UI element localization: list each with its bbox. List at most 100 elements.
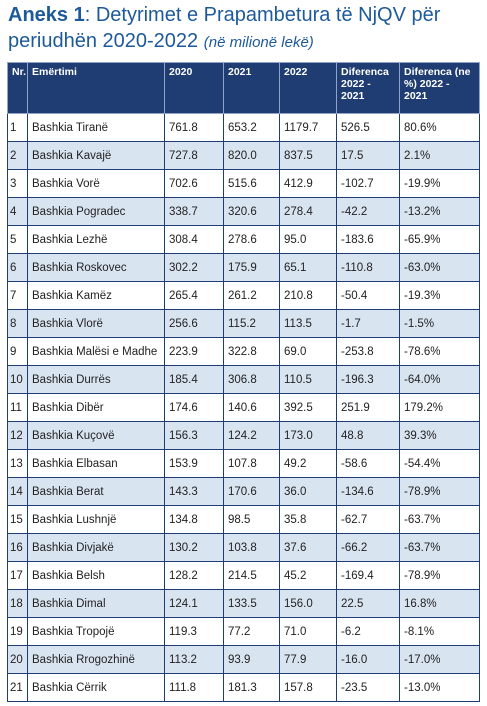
table-cell: Bashkia Tropojë — [27, 617, 165, 646]
table-cell: 124.1 — [164, 589, 224, 618]
table-row: 19 Bashkia Tropojë 119.3 77.2 71.0 -6.2 -8.1% — [7, 617, 480, 646]
table-row: 20 Bashkia Rrogozhinë 113.2 93.9 77.9 -16.0 -1… — [7, 645, 480, 674]
table-cell: -58.6 — [336, 449, 400, 478]
table-cell: 251.9 — [336, 393, 400, 422]
table-cell: Bashkia Durrës — [27, 365, 165, 394]
table-cell: 3 — [7, 169, 28, 198]
table-row: 7 Bashkia Kamëz 265.4 261.2 210.8 -50.4 -19.3% — [7, 281, 480, 310]
table-cell: 653.2 — [223, 113, 280, 142]
table-cell: -63.7% — [399, 505, 480, 534]
table-cell: 133.5 — [223, 589, 280, 618]
header-cell: Emërtimi — [27, 62, 165, 114]
table-cell: 526.5 — [336, 113, 400, 142]
table-cell: 110.5 — [279, 365, 337, 394]
table-cell: 140.6 — [223, 393, 280, 422]
table-cell: -62.7 — [336, 505, 400, 534]
table-cell: 1 — [7, 113, 28, 142]
table-cell: 702.6 — [164, 169, 224, 198]
table-cell: 49.2 — [279, 449, 337, 478]
table-cell: 130.2 — [164, 533, 224, 562]
table-row: 13 Bashkia Elbasan 153.9 107.8 49.2 -58.6 -54.… — [7, 449, 480, 478]
table-cell: 320.6 — [223, 197, 280, 226]
table-cell: 80.6% — [399, 113, 480, 142]
table-row: 21 Bashkia Cërrik 111.8 181.3 157.8 -23.5 -13.… — [7, 673, 480, 702]
table-cell: 65.1 — [279, 253, 337, 282]
table-cell: -42.2 — [336, 197, 400, 226]
table-body: 1 Bashkia Tiranë 761.8 653.2 1179.7 526.5 80.6… — [7, 113, 480, 702]
title: Aneks 1: Detyrimet e Prapambetura të NjQ… — [8, 2, 483, 56]
table-cell: 12 — [7, 421, 28, 450]
table-cell: 22.5 — [336, 589, 400, 618]
table-cell: Bashkia Roskovec — [27, 253, 165, 282]
table-cell: 173.0 — [279, 421, 337, 450]
table-cell: 210.8 — [279, 281, 337, 310]
table-cell: 179.2% — [399, 393, 480, 422]
table-cell: 4 — [7, 197, 28, 226]
table-row: 4 Bashkia Pogradec 338.7 320.6 278.4 -42.2 -13… — [7, 197, 480, 226]
table-cell: -6.2 — [336, 617, 400, 646]
table-cell: 1179.7 — [279, 113, 337, 142]
table-cell: 181.3 — [223, 673, 280, 702]
table-cell: Bashkia Pogradec — [27, 197, 165, 226]
header-cell: Diferenca (ne %) 2022 - 2021 — [399, 62, 480, 114]
table-cell: Bashkia Cërrik — [27, 673, 165, 702]
table-cell: 2.1% — [399, 141, 480, 170]
table-cell: 103.8 — [223, 533, 280, 562]
table-cell: 515.6 — [223, 169, 280, 198]
table-row: 8 Bashkia Vlorë 256.6 115.2 113.5 -1.7 -1.5% — [7, 309, 480, 338]
table-cell: 761.8 — [164, 113, 224, 142]
header-cell: 2020 — [164, 62, 224, 114]
table-cell: 16.8% — [399, 589, 480, 618]
table-cell: -50.4 — [336, 281, 400, 310]
table-cell: -19.3% — [399, 281, 480, 310]
table-cell: Bashkia Berat — [27, 477, 165, 506]
header-cell: 2021 — [223, 62, 280, 114]
table-cell: 115.2 — [223, 309, 280, 338]
table-cell: 15 — [7, 505, 28, 534]
table-cell: Bashkia Lezhë — [27, 225, 165, 254]
table-cell: Bashkia Belsh — [27, 561, 165, 590]
table-cell: -17.0% — [399, 645, 480, 674]
table-cell: 157.8 — [279, 673, 337, 702]
table-cell: -183.6 — [336, 225, 400, 254]
table-cell: 265.4 — [164, 281, 224, 310]
table-cell: Bashkia Kavajë — [27, 141, 165, 170]
table-cell: 9 — [7, 337, 28, 366]
table-cell: 119.3 — [164, 617, 224, 646]
table-cell: 18 — [7, 589, 28, 618]
table-cell: 36.0 — [279, 477, 337, 506]
table-cell: 128.2 — [164, 561, 224, 590]
table-cell: 113.5 — [279, 309, 337, 338]
table-cell: 175.9 — [223, 253, 280, 282]
table-cell: 308.4 — [164, 225, 224, 254]
table-cell: 8 — [7, 309, 28, 338]
table-cell: -8.1% — [399, 617, 480, 646]
table-cell: 156.3 — [164, 421, 224, 450]
table-cell: 278.6 — [223, 225, 280, 254]
table-cell: 174.6 — [164, 393, 224, 422]
table: Nr. Emërtimi 2020 2021 2022 Diferenca 2022 - … — [7, 62, 480, 702]
table-row: 3 Bashkia Vorë 702.6 515.6 412.9 -102.7 -19.9% — [7, 169, 480, 198]
table-cell: 16 — [7, 533, 28, 562]
header-cell: 2022 — [279, 62, 337, 114]
table-cell: -1.5% — [399, 309, 480, 338]
header-cell: Diferenca 2022 - 2021 — [336, 62, 400, 114]
table-cell: 124.2 — [223, 421, 280, 450]
table-cell: -78.9% — [399, 477, 480, 506]
table-cell: -253.8 — [336, 337, 400, 366]
table-cell: Bashkia Divjakë — [27, 533, 165, 562]
table-cell: 302.2 — [164, 253, 224, 282]
table-cell: 48.8 — [336, 421, 400, 450]
table-cell: 837.5 — [279, 141, 337, 170]
table-cell: Bashkia Lushnjë — [27, 505, 165, 534]
table-cell: 306.8 — [223, 365, 280, 394]
table-row: 11 Bashkia Dibër 174.6 140.6 392.5 251.9 179.2… — [7, 393, 480, 422]
table-cell: Bashkia Vorë — [27, 169, 165, 198]
table-cell: -63.7% — [399, 533, 480, 562]
table-row: 16 Bashkia Divjakë 130.2 103.8 37.6 -66.2 -63.… — [7, 533, 480, 562]
table-cell: 17 — [7, 561, 28, 590]
table-row: 17 Bashkia Belsh 128.2 214.5 45.2 -169.4 -78.9… — [7, 561, 480, 590]
table-cell: -63.0% — [399, 253, 480, 282]
table-cell: -78.9% — [399, 561, 480, 590]
